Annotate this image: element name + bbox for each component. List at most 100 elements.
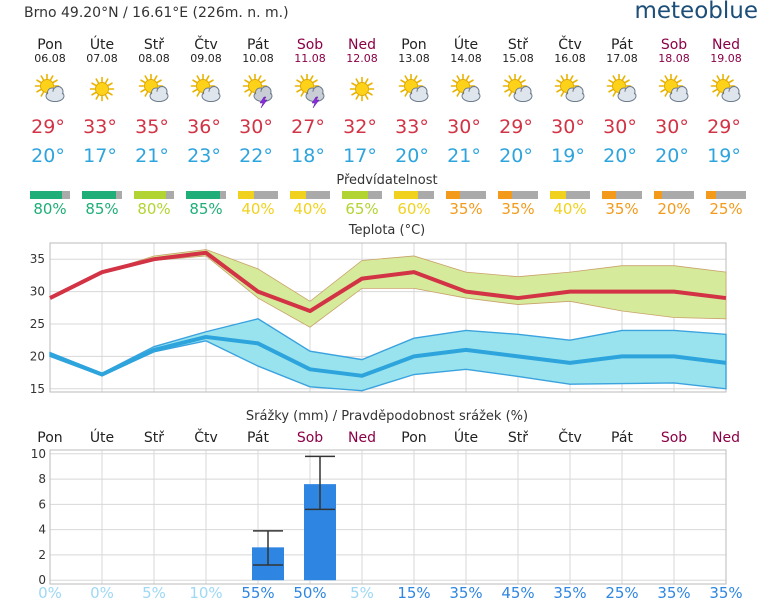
predictability-title: Předvídatelnost: [336, 173, 437, 188]
precip-day-name: Stř: [508, 430, 528, 446]
sun-ray: [612, 75, 617, 81]
thunderstorm-icon: [294, 73, 325, 109]
sun-icon: [349, 76, 375, 102]
predictability-track: [602, 191, 642, 199]
sun-ray: [196, 91, 201, 97]
precip-probability: 25%: [605, 584, 638, 602]
min-temp: 20°: [499, 145, 533, 167]
day-date: 09.08: [190, 52, 222, 65]
day-date: 18.08: [658, 52, 690, 65]
precip-probability: 5%: [142, 584, 166, 602]
temperature-title: Teplota (°C): [348, 223, 425, 238]
sun-cloud-icon: [606, 73, 637, 102]
precip-probability: 0%: [90, 584, 114, 602]
sun-ray: [612, 91, 617, 97]
day-date: 14.08: [450, 52, 482, 65]
predictability-label: 80%: [137, 200, 170, 218]
min-temp: 21°: [135, 145, 169, 167]
sun-ray: [404, 91, 409, 97]
sun-cloud-icon: [138, 73, 169, 102]
sun-ray: [49, 75, 54, 81]
precip-day-name: Ned: [712, 430, 740, 446]
predictability-label: 35%: [449, 200, 482, 218]
sun-ray: [404, 75, 409, 81]
sun-ray: [664, 91, 669, 97]
day-date: 16.08: [554, 52, 586, 65]
sun-ray: [248, 75, 253, 81]
sun-cloud-icon: [658, 73, 689, 102]
predictability-track: [706, 191, 746, 199]
min-temp: 20°: [31, 145, 65, 167]
precip-day-name: Stř: [144, 430, 164, 446]
predictability-bar: [342, 191, 368, 199]
cloud-fill: [307, 91, 323, 101]
min-temp-line: [49, 334, 727, 378]
sun-ray: [107, 82, 113, 87]
precip-tick-label: 4: [38, 523, 46, 537]
sun-ray: [257, 75, 262, 81]
max-temp: 29°: [31, 116, 65, 138]
precip-day-name: Pát: [611, 430, 633, 446]
day-date: 07.08: [86, 52, 118, 65]
cloud-shape: [617, 86, 637, 102]
sun-ray: [520, 79, 526, 84]
sun-cloud-icon: [34, 73, 65, 102]
precip-probability: 45%: [501, 584, 534, 602]
max-temp: 27°: [291, 116, 325, 138]
day-date: 19.08: [710, 52, 742, 65]
precip-probability: 55%: [241, 584, 274, 602]
sun-ray: [296, 79, 302, 84]
precip-probability: 15%: [397, 584, 430, 602]
predictability-bar: [498, 191, 512, 199]
sun-ray: [95, 78, 100, 84]
cloud-fill: [567, 91, 583, 101]
sun-ray: [660, 88, 666, 93]
temp-tick-label: 15: [30, 382, 45, 396]
predictability-bar: [654, 191, 662, 199]
cloud-shape: [201, 86, 221, 102]
sun-ray: [508, 75, 513, 81]
max-temp: 29°: [499, 116, 533, 138]
day-name: Pát: [247, 37, 269, 53]
sun-cloud-icon: [190, 73, 221, 102]
cloud-shape: [461, 86, 481, 102]
max-temp: 33°: [83, 116, 117, 138]
sun-ray: [144, 91, 149, 97]
day-name: Ned: [348, 37, 376, 53]
max-temp: 30°: [551, 116, 585, 138]
day-name: Čtv: [558, 35, 582, 53]
max-temp: 29°: [707, 116, 741, 138]
sun-ray: [673, 75, 678, 81]
sun-ray: [309, 75, 314, 81]
cloud-fill: [255, 91, 271, 101]
sun-ray: [400, 79, 406, 84]
sun-ray: [712, 88, 718, 93]
predictability-bar: [186, 191, 220, 199]
cloud-fill: [47, 91, 63, 101]
max-temp: 33°: [395, 116, 429, 138]
max-temp: 30°: [655, 116, 689, 138]
cloud-fill: [151, 91, 167, 101]
predictability-track: [446, 191, 486, 199]
sun-ray: [465, 75, 470, 81]
sun-ray: [468, 79, 474, 84]
sun-ray: [40, 91, 45, 97]
min-temp: 17°: [343, 145, 377, 167]
sun-ray: [95, 94, 100, 100]
day-date: 17.08: [606, 52, 638, 65]
predictability-label: 20%: [657, 200, 690, 218]
cloud-shape: [669, 86, 689, 102]
sun-ray: [456, 91, 461, 97]
sun-ray: [716, 75, 721, 81]
predictability-bar: [446, 191, 460, 199]
precip-probability: 35%: [553, 584, 586, 602]
brand-logo[interactable]: meteoblue: [634, 0, 758, 24]
sun-ray: [192, 79, 198, 84]
temp-tick-label: 20: [30, 349, 45, 363]
precip-day-name: Úte: [90, 428, 114, 446]
sun-ray: [156, 79, 162, 84]
sun-ray: [517, 75, 522, 81]
sun-ray: [367, 82, 373, 87]
day-date: 15.08: [502, 52, 534, 65]
sun-ray: [452, 88, 458, 93]
